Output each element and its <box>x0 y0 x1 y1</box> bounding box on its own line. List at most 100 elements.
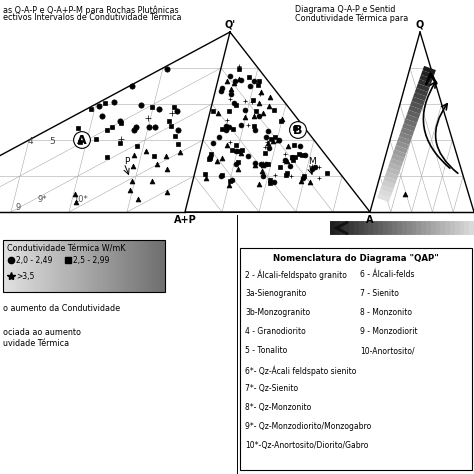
Bar <box>44 240 47 292</box>
Bar <box>154 240 157 292</box>
Text: 5: 5 <box>49 137 55 146</box>
Text: A+P: A+P <box>173 215 196 225</box>
Text: 10*: 10* <box>73 195 87 204</box>
Bar <box>11 240 14 292</box>
Bar <box>92 240 95 292</box>
Bar <box>79 240 82 292</box>
Bar <box>60 240 63 292</box>
Bar <box>95 240 98 292</box>
Bar <box>19 240 22 292</box>
Bar <box>27 240 30 292</box>
Bar <box>117 240 119 292</box>
Bar <box>65 240 68 292</box>
Bar <box>30 240 33 292</box>
Text: 6*- Qz-Ácali feldspato sienito: 6*- Qz-Ácali feldspato sienito <box>245 365 356 375</box>
Bar <box>141 240 144 292</box>
Bar <box>6 240 9 292</box>
Text: 2 - Álcali-feldspato granito: 2 - Álcali-feldspato granito <box>245 270 347 281</box>
Text: 9 - Monzodiorit: 9 - Monzodiorit <box>360 327 418 336</box>
Text: 6 - Álcali-felds: 6 - Álcali-felds <box>360 270 414 279</box>
Bar <box>73 240 76 292</box>
Bar <box>22 240 25 292</box>
Text: 9*: 9* <box>37 195 47 204</box>
Text: 9: 9 <box>15 202 21 211</box>
Bar <box>135 240 138 292</box>
Bar <box>146 240 149 292</box>
Bar <box>17 240 20 292</box>
Bar <box>57 240 60 292</box>
Bar <box>76 240 79 292</box>
Text: 9*- Qz-Monzodiorito/Monzogabro: 9*- Qz-Monzodiorito/Monzogabro <box>245 422 371 431</box>
Bar <box>122 240 125 292</box>
Bar <box>82 240 84 292</box>
Text: Nomenclatura do Diagrama "QAP": Nomenclatura do Diagrama "QAP" <box>273 254 439 263</box>
FancyArrowPatch shape <box>436 104 458 173</box>
Bar <box>52 240 55 292</box>
Text: Q: Q <box>416 19 424 29</box>
Bar <box>114 240 117 292</box>
Bar <box>87 240 90 292</box>
Bar <box>9 240 11 292</box>
Bar <box>160 240 163 292</box>
Bar <box>49 240 52 292</box>
Text: o aumento da Condutividade: o aumento da Condutividade <box>3 304 120 313</box>
Text: A: A <box>366 215 374 225</box>
Bar <box>106 240 109 292</box>
Text: ociada ao aumento: ociada ao aumento <box>3 328 81 337</box>
Text: 4 - Granodiorito: 4 - Granodiorito <box>245 327 306 336</box>
Bar <box>103 240 106 292</box>
Text: 5 - Tonalito: 5 - Tonalito <box>245 346 287 355</box>
Bar <box>125 240 128 292</box>
Text: 8*- Qz-Monzonito: 8*- Qz-Monzonito <box>245 403 311 412</box>
Bar <box>71 240 73 292</box>
Bar <box>90 240 92 292</box>
Text: Diagrama Q-A-P e Sentid: Diagrama Q-A-P e Sentid <box>295 5 395 14</box>
Text: Q': Q' <box>224 19 236 29</box>
Bar <box>130 240 133 292</box>
Bar <box>119 240 122 292</box>
Bar <box>144 240 146 292</box>
Bar <box>33 240 36 292</box>
Text: 2,0 - 2,49: 2,0 - 2,49 <box>16 255 52 264</box>
Bar <box>3 240 165 292</box>
Text: 7 - Sienito: 7 - Sienito <box>360 289 399 298</box>
Text: uvidade Térmica: uvidade Térmica <box>3 339 69 348</box>
Bar <box>149 240 152 292</box>
Text: 2,5 - 2,99: 2,5 - 2,99 <box>73 255 109 264</box>
Bar <box>162 240 165 292</box>
Bar <box>3 240 6 292</box>
Text: B: B <box>293 124 303 137</box>
Text: 4: 4 <box>27 137 33 146</box>
Text: P: P <box>124 157 129 166</box>
Text: >3,5: >3,5 <box>16 272 35 281</box>
Text: 8 - Monzonito: 8 - Monzonito <box>360 308 412 317</box>
Bar <box>111 240 114 292</box>
Text: A: A <box>77 134 87 146</box>
Bar <box>36 240 38 292</box>
Text: 10-Anortosito/: 10-Anortosito/ <box>360 346 415 355</box>
Bar <box>41 240 44 292</box>
FancyArrowPatch shape <box>423 82 450 168</box>
Text: Condutividade Térmica W/mK: Condutividade Térmica W/mK <box>7 244 126 253</box>
Bar <box>55 240 57 292</box>
Bar <box>98 240 100 292</box>
Bar <box>138 240 141 292</box>
Bar <box>14 240 17 292</box>
Bar <box>63 240 65 292</box>
Bar <box>84 240 87 292</box>
Bar <box>68 240 71 292</box>
Bar <box>108 240 111 292</box>
Bar <box>100 240 103 292</box>
Bar <box>46 240 49 292</box>
Bar <box>127 240 130 292</box>
Text: ectivos Intervalos de Condutividade Térmica: ectivos Intervalos de Condutividade Térm… <box>3 13 182 22</box>
Text: Condutividade Térmica para: Condutividade Térmica para <box>295 13 408 22</box>
Bar <box>25 240 28 292</box>
Bar <box>152 240 155 292</box>
Text: 10*-Qz-Anortosito/Diorito/Gabro: 10*-Qz-Anortosito/Diorito/Gabro <box>245 441 368 450</box>
Bar <box>133 240 136 292</box>
Text: M: M <box>308 157 316 166</box>
Bar <box>157 240 160 292</box>
Text: 3a-Sienogranito: 3a-Sienogranito <box>245 289 306 298</box>
Text: 7*- Qz-Sienito: 7*- Qz-Sienito <box>245 384 298 393</box>
